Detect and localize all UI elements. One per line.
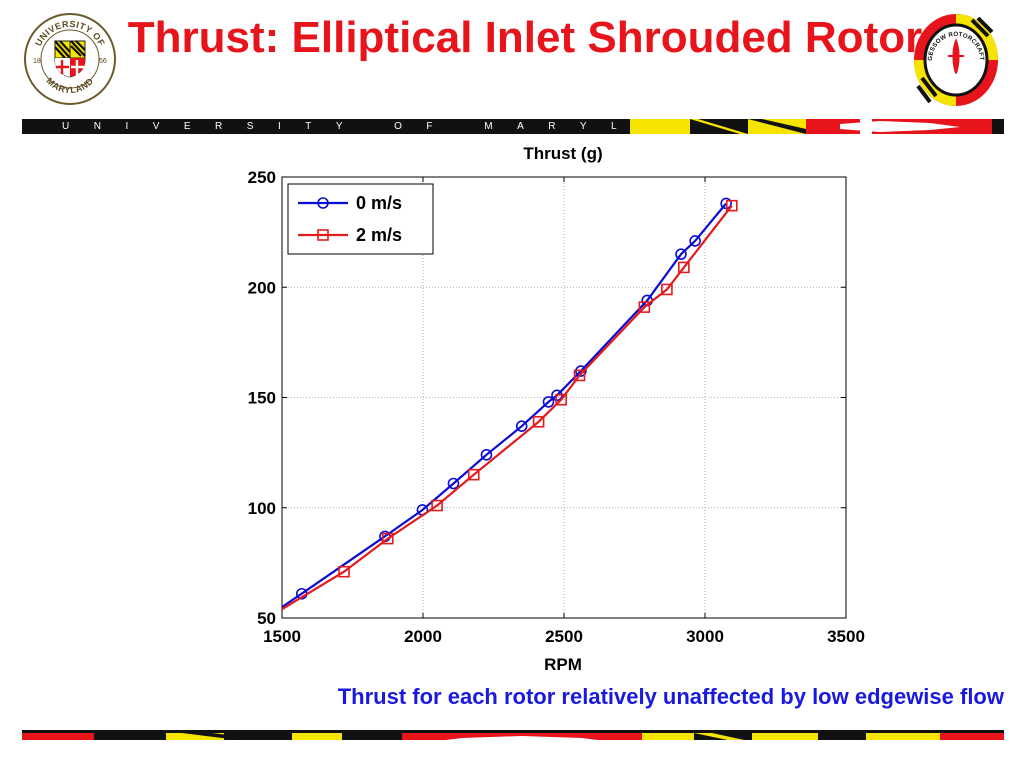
university-banner-bar: UNIVERSITY OF MARYLAND xyxy=(22,119,1004,134)
x-tick-label: 3500 xyxy=(827,627,865,646)
legend-swatch-marker xyxy=(317,229,329,241)
seal-year-left: 18 xyxy=(33,58,41,65)
data-point-2-m-s xyxy=(661,283,673,296)
series-line-2-m-s xyxy=(281,205,733,611)
data-point-2-m-s xyxy=(467,468,480,481)
slide-caption: Thrust for each rotor relatively unaffec… xyxy=(337,684,1004,709)
data-point-2-m-s xyxy=(573,369,586,382)
data-point-2-m-s xyxy=(338,565,350,578)
legend-box xyxy=(287,183,434,255)
legend-label: 2 m/s xyxy=(356,225,402,245)
x-tick-label: 2500 xyxy=(545,627,583,646)
data-point-0-m-s xyxy=(447,477,460,490)
thrust-rpm-chart: Thrust (g) 1500 2000 2500 3000 3500 50 100 150 2… xyxy=(248,144,865,674)
maryland-flag-strip-top xyxy=(630,119,992,134)
maryland-flag-strip-bottom xyxy=(22,733,1004,740)
chart-title: Thrust (g) xyxy=(523,144,602,163)
data-point-0-m-s xyxy=(675,248,687,260)
university-banner-text: UNIVERSITY OF MARYLAND xyxy=(62,121,736,132)
series-line-0-m-s xyxy=(281,202,727,608)
x-tick-label: 3000 xyxy=(686,627,724,646)
y-tick-label: 200 xyxy=(248,278,276,297)
data-point-0-m-s xyxy=(689,235,701,247)
rotorcraft-center-badge-logo: ALFRED GESSOW ROTORCRAFT CENTER xyxy=(910,7,1000,108)
data-point-2-m-s xyxy=(381,532,394,545)
y-tick-label: 150 xyxy=(248,389,276,408)
y-tick-label: 50 xyxy=(257,609,276,628)
x-tick-label: 1500 xyxy=(263,627,301,646)
y-tick-label: 100 xyxy=(248,499,276,518)
data-point-0-m-s xyxy=(515,420,528,432)
chart-legend: 0 m/s 2 m/s xyxy=(287,183,434,255)
legend-swatch-marker xyxy=(317,197,329,209)
university-of-maryland-seal-logo: UNIVERSITY OF MARYLAND 18 56 xyxy=(24,13,116,105)
legend-label: 0 m/s xyxy=(356,193,402,213)
data-point-0-m-s xyxy=(542,396,555,408)
data-point-2-m-s xyxy=(532,415,545,428)
data-point-2-m-s xyxy=(431,499,443,512)
data-point-2-m-s xyxy=(555,393,567,406)
y-tick-label: 250 xyxy=(248,168,276,187)
data-point-2-m-s xyxy=(678,261,690,274)
maryland-flag-bottom-bar xyxy=(22,730,1004,740)
data-point-2-m-s xyxy=(725,199,738,212)
data-point-2-m-s xyxy=(638,301,651,313)
x-tick-label: 2000 xyxy=(404,627,442,646)
slide-title: Thrust: Elliptical Inlet Shrouded Rotor xyxy=(127,13,923,62)
seal-year-right: 56 xyxy=(99,58,107,65)
data-point-0-m-s xyxy=(480,449,493,461)
x-axis-label: RPM xyxy=(544,655,582,674)
